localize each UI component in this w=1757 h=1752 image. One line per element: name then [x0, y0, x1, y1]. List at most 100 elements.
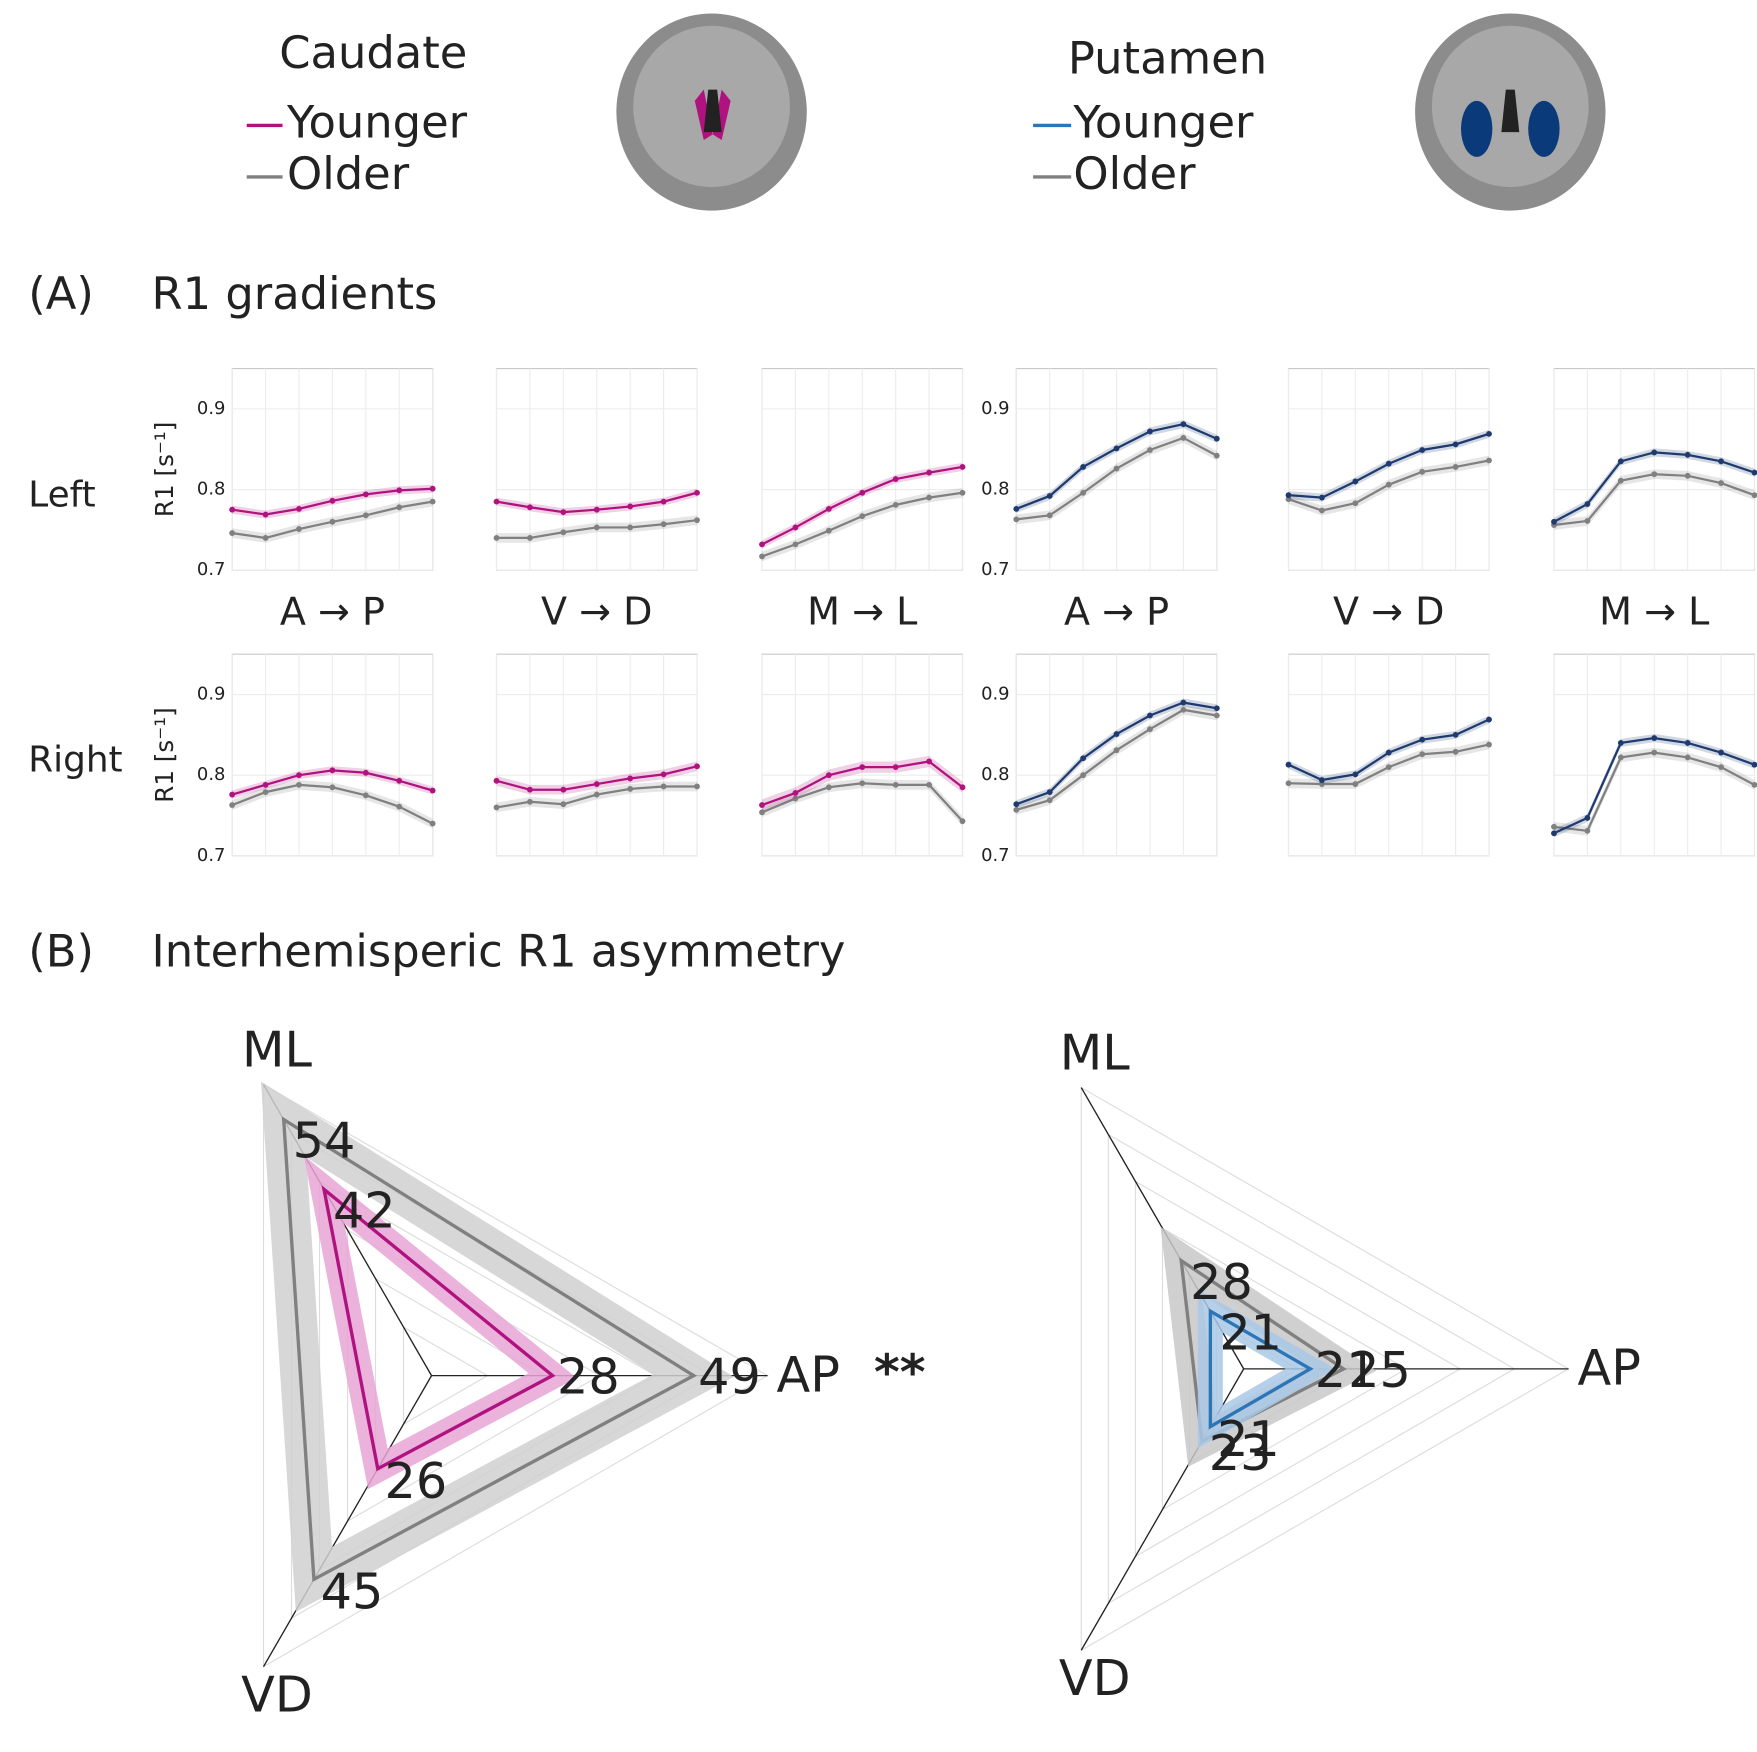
data-point [560, 786, 567, 793]
legend-label: Older [287, 147, 410, 200]
data-point [825, 784, 832, 791]
data-point [1180, 421, 1187, 428]
data-point [329, 784, 336, 791]
radar-axis [262, 1375, 433, 1667]
radar-ring [1080, 1086, 1570, 1652]
data-point [825, 772, 832, 779]
panel-title: R1 gradients [151, 267, 437, 320]
value-label: 54 [293, 1112, 356, 1170]
data-point [229, 802, 236, 808]
data-point [627, 503, 634, 510]
y-tick-label: 0.8 [981, 764, 1009, 785]
radar-ring [1161, 1227, 1408, 1511]
data-point [1486, 741, 1492, 748]
data-point [1419, 468, 1426, 475]
data-point [959, 489, 966, 496]
data-point [1486, 457, 1492, 464]
data-point [229, 791, 236, 798]
data-point [1584, 518, 1591, 524]
error-band [1553, 747, 1755, 836]
data-point [759, 802, 765, 808]
y-axis-label: R1 [s⁻¹] [150, 422, 179, 518]
data-point [1584, 815, 1591, 821]
series-line [321, 1185, 556, 1472]
annotation: ** [874, 1343, 926, 1401]
data-point [1113, 731, 1120, 737]
radar-axis-label: AP [777, 1345, 840, 1403]
data-point [1419, 736, 1426, 743]
data-point [1452, 731, 1459, 738]
radar-axis-label: ML [1060, 1024, 1131, 1082]
data-point [1352, 478, 1359, 485]
legend-title: Caudate [279, 26, 467, 79]
value-label: 21 [1219, 1303, 1282, 1361]
data-point [493, 498, 500, 505]
panel-label: (A) [28, 267, 94, 320]
panel-label: (B) [28, 924, 94, 977]
error-band [1016, 433, 1217, 525]
panel-title: Interhemisperic R1 asymmetry [151, 924, 845, 977]
data-point [792, 795, 799, 802]
brain-image-caudate [616, 13, 807, 211]
data-point [1751, 492, 1757, 499]
data-point [1213, 705, 1220, 712]
data-point [1147, 447, 1153, 453]
series-line [1208, 1308, 1314, 1430]
data-point [1684, 451, 1691, 458]
data-point [1352, 781, 1359, 787]
data-point [429, 787, 436, 794]
data-point [1617, 477, 1624, 484]
data-point [959, 784, 966, 791]
data-point [759, 553, 765, 560]
data-point [1419, 447, 1426, 453]
value-label: 28 [557, 1348, 620, 1406]
data-point [560, 529, 567, 536]
data-point [229, 530, 236, 536]
data-point [1452, 464, 1459, 470]
data-point [1718, 480, 1724, 486]
data-point [1584, 501, 1591, 507]
brain-image-putamen [1415, 13, 1606, 211]
data-point [593, 781, 600, 787]
data-point [1046, 789, 1053, 796]
data-point [1551, 518, 1557, 525]
data-point [262, 511, 269, 518]
data-point [593, 791, 600, 798]
data-point [1385, 749, 1392, 756]
data-point [859, 489, 866, 496]
x-axis-label: A → P [280, 589, 385, 633]
data-point [1046, 512, 1053, 519]
data-point [1584, 827, 1591, 834]
data-point [1651, 449, 1658, 456]
data-point [262, 781, 269, 788]
data-point [1113, 465, 1120, 472]
y-tick-label: 0.7 [197, 845, 225, 866]
data-point [1013, 801, 1020, 808]
error-band [232, 766, 433, 799]
y-tick-label: 0.9 [981, 398, 1009, 419]
radar-ring [1107, 1133, 1516, 1605]
y-tick-label: 0.8 [197, 479, 225, 500]
data-point [396, 803, 403, 810]
radar-axis-label: AP [1578, 1339, 1641, 1397]
data-point [1285, 780, 1292, 787]
data-point [859, 764, 866, 771]
data-point [825, 505, 832, 512]
legend-label: Younger [1072, 95, 1254, 148]
error-band [1553, 469, 1755, 530]
data-point [1551, 830, 1557, 837]
data-point [1080, 489, 1087, 496]
data-point [759, 541, 765, 548]
data-point [1213, 712, 1220, 719]
data-point [1651, 749, 1658, 756]
value-label: 45 [321, 1563, 384, 1621]
value-label: 26 [384, 1452, 447, 1510]
data-point [660, 521, 667, 528]
data-point [792, 790, 799, 796]
value-label: 21 [1315, 1341, 1378, 1399]
series-line [281, 1116, 698, 1583]
data-point [362, 491, 369, 498]
data-point [1080, 772, 1087, 779]
row-label: Right [28, 740, 122, 781]
data-point [329, 497, 336, 504]
